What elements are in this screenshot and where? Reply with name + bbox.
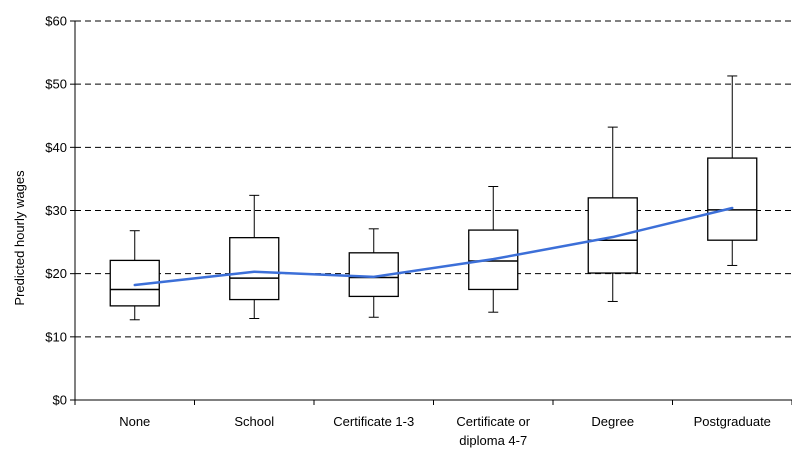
x-tick-label-line: Certificate 1-3 <box>333 414 414 429</box>
x-tick-label: Postgraduate <box>694 414 771 429</box>
iqr-box <box>707 157 758 241</box>
x-tick-label: Certificate 1-3 <box>333 414 414 429</box>
x-tick-label: None <box>119 414 150 429</box>
y-tick-label: $50 <box>45 77 67 92</box>
box-5 <box>587 126 638 302</box>
iqr-box <box>229 237 280 301</box>
gridlines <box>75 20 792 338</box>
box-4 <box>468 185 519 313</box>
x-tick-labels: None School Certificate 1-3 Certificate or d… <box>119 414 771 448</box>
x-tick-label-line: Degree <box>591 414 634 429</box>
y-axis-title: Predicted hourly wages <box>12 170 27 306</box>
axes <box>70 20 792 405</box>
box-1 <box>109 230 160 321</box>
y-tick-label: $60 <box>45 14 67 29</box>
y-tick-label: $10 <box>45 329 67 344</box>
x-tick-label-line: Postgraduate <box>694 414 771 429</box>
x-tick-label-line: School <box>234 414 274 429</box>
x-tick-label: School <box>234 414 274 429</box>
x-tick-label-line: None <box>119 414 150 429</box>
y-tick-label: $20 <box>45 266 67 281</box>
x-tick-label: Certificate or diploma 4-7 <box>456 414 530 448</box>
iqr-box <box>587 197 638 274</box>
mean-line-series <box>133 206 734 287</box>
box-2 <box>229 194 280 320</box>
x-tick-label-line: diploma 4-7 <box>459 433 527 448</box>
x-tick-label: Degree <box>591 414 634 429</box>
y-tick-label: $0 <box>53 393 67 408</box>
x-tick-label-line: Certificate or <box>456 414 530 429</box>
box-6 <box>707 75 758 266</box>
box-series <box>109 75 758 321</box>
y-tick-labels: $0 $10 $20 $30 $40 $50 $60 <box>45 14 67 408</box>
y-tick-label: $40 <box>45 140 67 155</box>
y-tick-label: $30 <box>45 203 67 218</box>
iqr-box <box>468 229 519 291</box>
mean-line <box>133 206 734 287</box>
